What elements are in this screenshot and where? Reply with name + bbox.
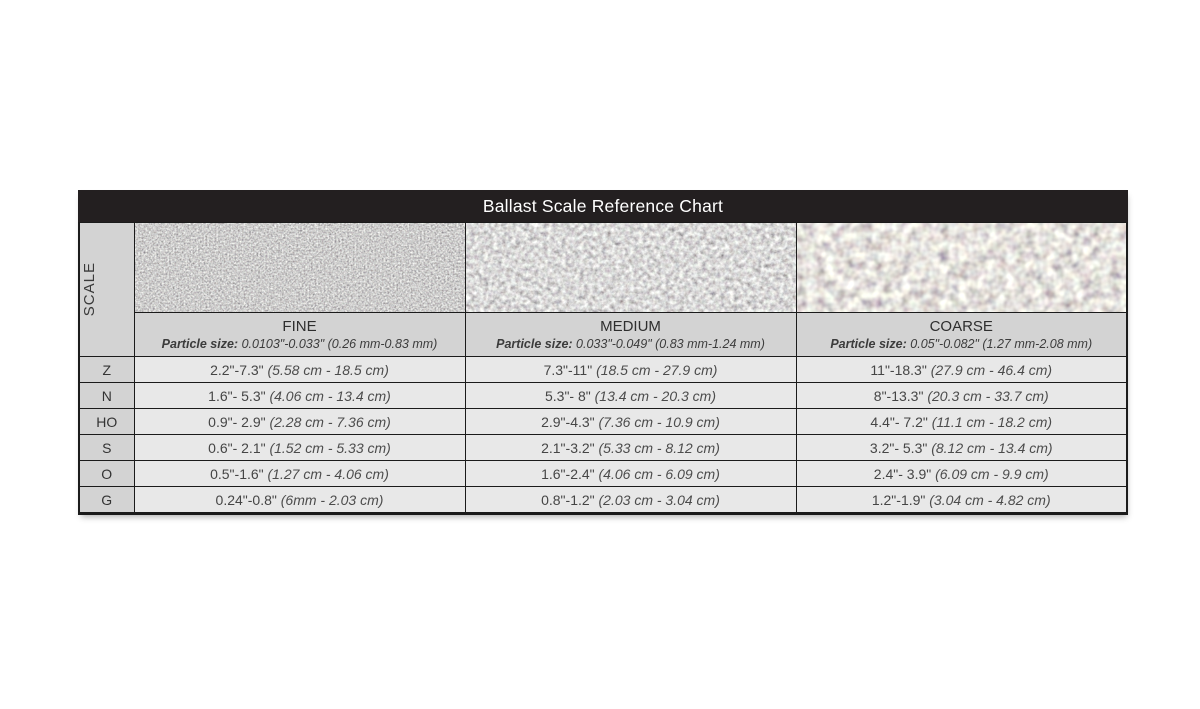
range-metric: (6mm - 2.03 cm) — [280, 491, 384, 508]
ballast-scale-reference-chart: Ballast Scale Reference Chart SCALE — [78, 190, 1128, 515]
table-row-o: O 0.5"-1.6" (1.27 cm - 4.06 cm) 1.6"-2.4… — [78, 460, 1128, 487]
scale-axis-cell: SCALE — [78, 222, 135, 357]
medium-ballast-photo — [464, 222, 797, 313]
table-row-s: S 0.6"- 2.1" (1.52 cm - 5.33 cm) 2.1"-3.… — [78, 434, 1128, 461]
particle-size-range: 0.0103"-0.033" (0.26 mm-0.83 mm) — [241, 337, 438, 351]
range-metric: (5.58 cm - 18.5 cm) — [267, 361, 389, 378]
chart-title-bar: Ballast Scale Reference Chart — [78, 190, 1128, 222]
range-inches: 0.9"- 2.9" — [208, 413, 266, 430]
particle-size-range: 0.05"-0.082" (1.27 mm-2.08 mm) — [910, 337, 1093, 351]
range-cell-ho-medium: 2.9"-4.3" (7.36 cm - 10.9 cm) — [464, 408, 797, 435]
range-metric: (27.9 cm - 46.4 cm) — [930, 361, 1053, 378]
range-cell-s-coarse: 3.2"- 5.3" (8.12 cm - 13.4 cm) — [795, 434, 1128, 461]
column-header-medium: MEDIUM Particle size: 0.033"-0.049" (0.8… — [464, 312, 797, 357]
range-cell-z-fine: 2.2"-7.3" (5.58 cm - 18.5 cm) — [133, 356, 466, 383]
range-cell-s-medium: 2.1"-3.2" (5.33 cm - 8.12 cm) — [464, 434, 797, 461]
table-row-g: G 0.24"-0.8" (6mm - 2.03 cm) 0.8"-1.2" (… — [78, 486, 1128, 515]
range-cell-z-medium: 7.3"-11" (18.5 cm - 27.9 cm) — [464, 356, 797, 383]
table-row-ho: HO 0.9"- 2.9" (2.28 cm - 7.36 cm) 2.9"-4… — [78, 408, 1128, 435]
table-row-n: N 1.6"- 5.3" (4.06 cm - 13.4 cm) 5.3"- 8… — [78, 382, 1128, 409]
range-metric: (13.4 cm - 20.3 cm) — [594, 387, 716, 404]
range-inches: 0.6"- 2.1" — [208, 439, 266, 456]
range-inches: 1.6"- 5.3" — [208, 387, 266, 404]
range-inches: 11"-18.3" — [870, 361, 927, 378]
range-cell-n-coarse: 8"-13.3" (20.3 cm - 33.7 cm) — [795, 382, 1128, 409]
range-cell-s-fine: 0.6"- 2.1" (1.52 cm - 5.33 cm) — [133, 434, 466, 461]
category-header-row: FINE Particle size: 0.0103"-0.033" (0.26… — [79, 312, 1128, 357]
table-row-z: Z 2.2"-7.3" (5.58 cm - 18.5 cm) 7.3"-11"… — [78, 356, 1128, 383]
ballast-table: SCALE — [78, 222, 1128, 515]
particle-size-label: Particle size: — [161, 337, 239, 351]
fine-ballast-texture-image — [134, 223, 465, 312]
particle-size-note: Particle size: 0.0103"-0.033" (0.26 mm-0… — [139, 336, 461, 352]
scale-label-o: O — [78, 460, 135, 487]
scale-label-s: S — [78, 434, 135, 461]
medium-ballast-texture-image — [465, 223, 796, 312]
range-cell-o-fine: 0.5"-1.6" (1.27 cm - 4.06 cm) — [133, 460, 466, 487]
column-header-fine: FINE Particle size: 0.0103"-0.033" (0.26… — [133, 312, 466, 357]
chart-title: Ballast Scale Reference Chart — [482, 196, 724, 216]
range-cell-g-coarse: 1.2"-1.9" (3.04 cm - 4.82 cm) — [795, 486, 1128, 515]
range-inches: 2.9"-4.3" — [541, 413, 595, 430]
range-inches: 0.24"-0.8" — [215, 491, 277, 508]
range-metric: (7.36 cm - 10.9 cm) — [598, 413, 720, 430]
range-metric: (2.03 cm - 3.04 cm) — [598, 491, 720, 508]
range-metric: (18.5 cm - 27.9 cm) — [596, 361, 718, 378]
range-metric: (1.27 cm - 4.06 cm) — [267, 465, 389, 482]
scale-label-n: N — [78, 382, 135, 409]
column-name: MEDIUM — [600, 318, 661, 335]
range-cell-g-fine: 0.24"-0.8" (6mm - 2.03 cm) — [133, 486, 466, 515]
range-metric: (6.09 cm - 9.9 cm) — [935, 465, 1049, 482]
range-inches: 4.4"- 7.2" — [870, 413, 928, 430]
range-cell-z-coarse: 11"-18.3" (27.9 cm - 46.4 cm) — [795, 356, 1128, 383]
range-inches: 0.8"-1.2" — [541, 491, 595, 508]
range-inches: 3.2"- 5.3" — [869, 439, 928, 456]
range-metric: (4.06 cm - 6.09 cm) — [598, 465, 720, 482]
range-metric: (11.1 cm - 18.2 cm) — [931, 413, 1053, 430]
range-cell-o-coarse: 2.4"- 3.9" (6.09 cm - 9.9 cm) — [795, 460, 1128, 487]
range-inches: 2.2"-7.3" — [210, 361, 264, 378]
particle-size-note: Particle size: 0.033"-0.049" (0.83 mm-1.… — [470, 336, 792, 352]
scale-label-ho: HO — [78, 408, 135, 435]
range-inches: 7.3"-11" — [543, 361, 593, 378]
range-metric: (2.28 cm - 7.36 cm) — [269, 413, 391, 430]
particle-size-label: Particle size: — [496, 337, 573, 351]
range-cell-ho-fine: 0.9"- 2.9" (2.28 cm - 7.36 cm) — [133, 408, 466, 435]
range-inches: 0.5"-1.6" — [210, 465, 264, 482]
range-inches: 5.3"- 8" — [544, 387, 591, 404]
range-cell-o-medium: 1.6"-2.4" (4.06 cm - 6.09 cm) — [464, 460, 797, 487]
fine-ballast-photo — [133, 222, 466, 313]
column-name: FINE — [282, 318, 317, 335]
range-inches: 1.6"-2.4" — [541, 465, 595, 482]
range-metric: (4.06 cm - 13.4 cm) — [269, 387, 391, 404]
range-inches: 8"-13.3" — [873, 387, 924, 404]
texture-row: SCALE — [78, 222, 1128, 357]
range-metric: (8.12 cm - 13.4 cm) — [931, 439, 1053, 456]
range-metric: (3.04 cm - 4.82 cm) — [929, 491, 1051, 508]
coarse-ballast-photo — [795, 222, 1128, 313]
range-inches: 2.4"- 3.9" — [873, 465, 932, 482]
range-cell-g-medium: 0.8"-1.2" (2.03 cm - 3.04 cm) — [464, 486, 797, 515]
scale-axis-label: SCALE — [81, 262, 99, 317]
range-cell-n-medium: 5.3"- 8" (13.4 cm - 20.3 cm) — [464, 382, 797, 409]
range-inches: 1.2"-1.9" — [871, 491, 926, 508]
particle-size-note: Particle size: 0.05"-0.082" (1.27 mm-2.0… — [801, 336, 1123, 352]
range-cell-ho-coarse: 4.4"- 7.2" (11.1 cm - 18.2 cm) — [795, 408, 1128, 435]
range-metric: (1.52 cm - 5.33 cm) — [269, 439, 391, 456]
particle-size-label: Particle size: — [830, 337, 907, 351]
range-metric: (5.33 cm - 8.12 cm) — [598, 439, 720, 456]
scale-label-z: Z — [78, 356, 135, 383]
range-inches: 2.1"-3.2" — [541, 439, 595, 456]
coarse-ballast-texture-image — [796, 223, 1126, 312]
column-header-coarse: COARSE Particle size: 0.05"-0.082" (1.27… — [795, 312, 1128, 357]
range-metric: (20.3 cm - 33.7 cm) — [927, 387, 1049, 404]
particle-size-range: 0.033"-0.049" (0.83 mm-1.24 mm) — [576, 337, 765, 351]
column-name: COARSE — [929, 318, 993, 335]
range-cell-n-fine: 1.6"- 5.3" (4.06 cm - 13.4 cm) — [133, 382, 466, 409]
scale-label-g: G — [78, 486, 135, 515]
